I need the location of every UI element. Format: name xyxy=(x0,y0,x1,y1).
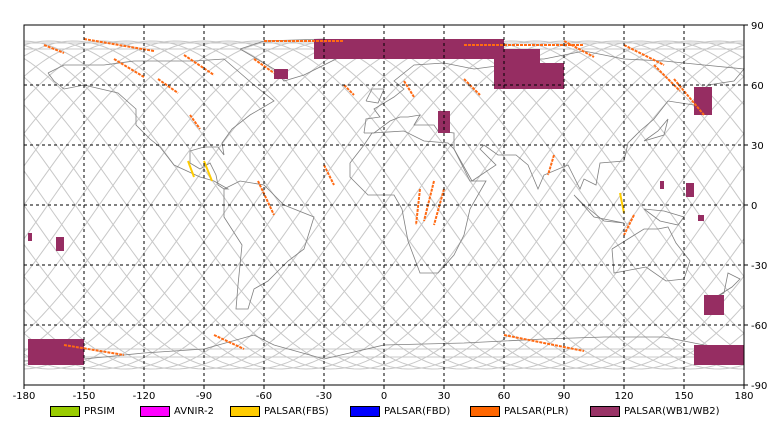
swath-palsar-plr xyxy=(433,188,445,226)
swath-palsar-plr xyxy=(63,344,125,356)
swath-palsar-plr xyxy=(415,188,421,226)
lat-lon-grid xyxy=(24,25,744,385)
legend-swatch-palsar-wb xyxy=(590,405,620,417)
swath-palsar-plr xyxy=(463,78,481,96)
legend-label-palsar-fbd: PALSAR(FBD) xyxy=(384,405,451,417)
swath-palsar-plr xyxy=(189,114,201,130)
x-tick-label: -120 xyxy=(133,391,156,400)
swath-wb1-wb2 xyxy=(694,345,744,365)
legend-swatch-palsar-fbd xyxy=(350,405,380,417)
legend-label-palsar-wb: PALSAR(WB1/WB2) xyxy=(624,405,720,417)
swath-palsar-fbs xyxy=(619,192,625,214)
swath-palsar-plr xyxy=(113,58,145,78)
legend-swatch-palsar-plr xyxy=(470,405,500,417)
y-tick-label: 0 xyxy=(751,201,757,212)
swath-palsar-plr xyxy=(323,164,335,186)
x-tick-label: -150 xyxy=(73,391,96,400)
swath-palsar-plr xyxy=(547,154,555,176)
y-tick-label: -60 xyxy=(751,321,767,332)
swath-palsar-plr xyxy=(563,40,595,58)
swath-palsar-plr xyxy=(343,84,355,96)
legend-swatch-palsar-fbs xyxy=(230,405,260,417)
swath-palsar-plr xyxy=(653,64,681,92)
swath-palsar-plr xyxy=(257,180,275,216)
x-tick-label: 60 xyxy=(498,391,511,400)
coastline xyxy=(643,208,685,226)
legend-label-prism: PRSIM xyxy=(84,405,115,417)
orbit-track xyxy=(23,40,745,370)
legend-swatch-avnir2 xyxy=(140,405,170,417)
y-tick-label: -30 xyxy=(751,261,767,272)
coastline xyxy=(611,226,691,282)
swath-wb1-wb2 xyxy=(494,49,540,89)
y-tick-label: 30 xyxy=(751,141,764,152)
swath-wb1-wb2 xyxy=(704,295,724,315)
x-tick-label: 150 xyxy=(674,391,693,400)
swath-palsar-plr xyxy=(43,44,65,54)
observation-map: -180 -150 -120 -90 -60 -30 0 30 60 90 120 150 180 90 6… xyxy=(13,21,768,400)
swath-palsar-plr xyxy=(213,334,245,350)
swath-wb1-wb2 xyxy=(28,233,32,241)
coastline xyxy=(349,130,487,274)
swath-wb1-wb2 xyxy=(314,39,504,59)
legend-label-palsar-plr: PALSAR(PLR) xyxy=(504,405,569,417)
legend-label-palsar-fbs: PALSAR(FBS) xyxy=(264,405,329,417)
legend-item-palsar-fbs: PALSAR(FBS) xyxy=(230,404,329,418)
axis-ticks: -180 -150 -120 -90 -60 -30 0 30 60 90 120 150 180 90 6… xyxy=(13,21,768,400)
x-tick-label: 180 xyxy=(734,391,753,400)
legend-item-palsar-wb: PALSAR(WB1/WB2) xyxy=(590,404,720,418)
y-tick-label: 60 xyxy=(751,81,764,92)
x-tick-label: 0 xyxy=(381,391,387,400)
coastline xyxy=(365,88,385,104)
swath-palsar-fbs xyxy=(187,160,195,178)
x-tick-label: 90 xyxy=(558,391,571,400)
x-tick-label: -180 xyxy=(13,391,36,400)
legend-swatch-prism xyxy=(50,405,80,417)
swath-palsar-plr xyxy=(157,78,179,94)
x-tick-label: -60 xyxy=(256,391,272,400)
swath-palsar-plr xyxy=(503,334,585,352)
legend-item-palsar-fbd: PALSAR(FBD) xyxy=(350,404,450,418)
x-tick-label: 30 xyxy=(438,391,451,400)
swath-palsar-plr xyxy=(623,214,635,236)
swath-wb1-wb2 xyxy=(660,181,664,189)
swath-palsar-plr xyxy=(403,80,415,98)
swath-palsar-plr xyxy=(423,180,435,222)
observation-swaths xyxy=(28,38,744,365)
coastline xyxy=(47,58,275,190)
swath-wb1-wb2 xyxy=(56,237,64,251)
coastline xyxy=(23,334,745,362)
legend-label-avnir2: AVNIR-2 xyxy=(174,405,214,417)
x-tick-label: 120 xyxy=(614,391,633,400)
swath-wb1-wb2 xyxy=(686,183,694,197)
swath-wb1-wb2 xyxy=(694,87,712,115)
y-tick-label: 90 xyxy=(751,21,764,32)
orbit-track xyxy=(23,40,745,370)
x-tick-label: -90 xyxy=(196,391,212,400)
coastline xyxy=(643,118,669,142)
y-tick-label: -90 xyxy=(751,381,767,392)
coastline xyxy=(223,180,315,310)
coastline xyxy=(715,272,741,298)
swath-palsar-plr xyxy=(183,54,215,76)
swath-wb1-wb2 xyxy=(698,215,704,221)
legend: PRSIM AVNIR-2 PALSAR(FBS) PALSAR(FBD) PA… xyxy=(0,400,770,422)
swath-palsar-plr xyxy=(253,58,275,74)
legend-item-palsar-plr: PALSAR(PLR) xyxy=(470,404,568,418)
swath-palsar-fbs xyxy=(203,160,213,182)
legend-item-prism: PRSIM xyxy=(50,404,115,418)
swath-palsar-plr xyxy=(623,44,665,66)
swath-wb1-wb2 xyxy=(274,69,288,79)
legend-item-avnir2: AVNIR-2 xyxy=(140,404,214,418)
x-tick-label: -30 xyxy=(316,391,332,400)
swath-wb1-wb2 xyxy=(28,339,84,365)
